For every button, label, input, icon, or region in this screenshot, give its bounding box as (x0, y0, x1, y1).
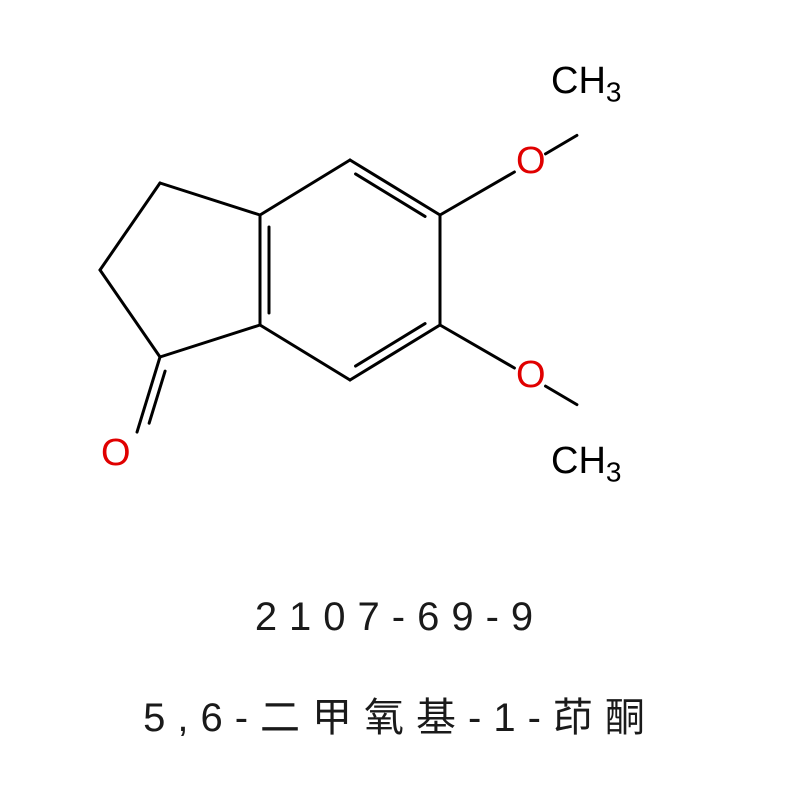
methyl-bottom-label: CH3 (551, 440, 621, 489)
oxygen-methoxy-top-label: O (516, 140, 546, 183)
molecule-svg (0, 0, 800, 800)
oxygen-methoxy-bottom-label: O (516, 354, 546, 397)
compound-name: 5,6-二甲氧基-1-茚酮 (0, 685, 800, 743)
methyl-top-label: CH3 (551, 60, 621, 109)
cas-number: 2107-69-9 (0, 595, 800, 640)
oxygen-ketone-label: O (101, 432, 131, 475)
diagram-canvas: O O O CH3 CH3 2107-69-9 5,6-二甲氧基-1-茚酮 (0, 0, 800, 800)
